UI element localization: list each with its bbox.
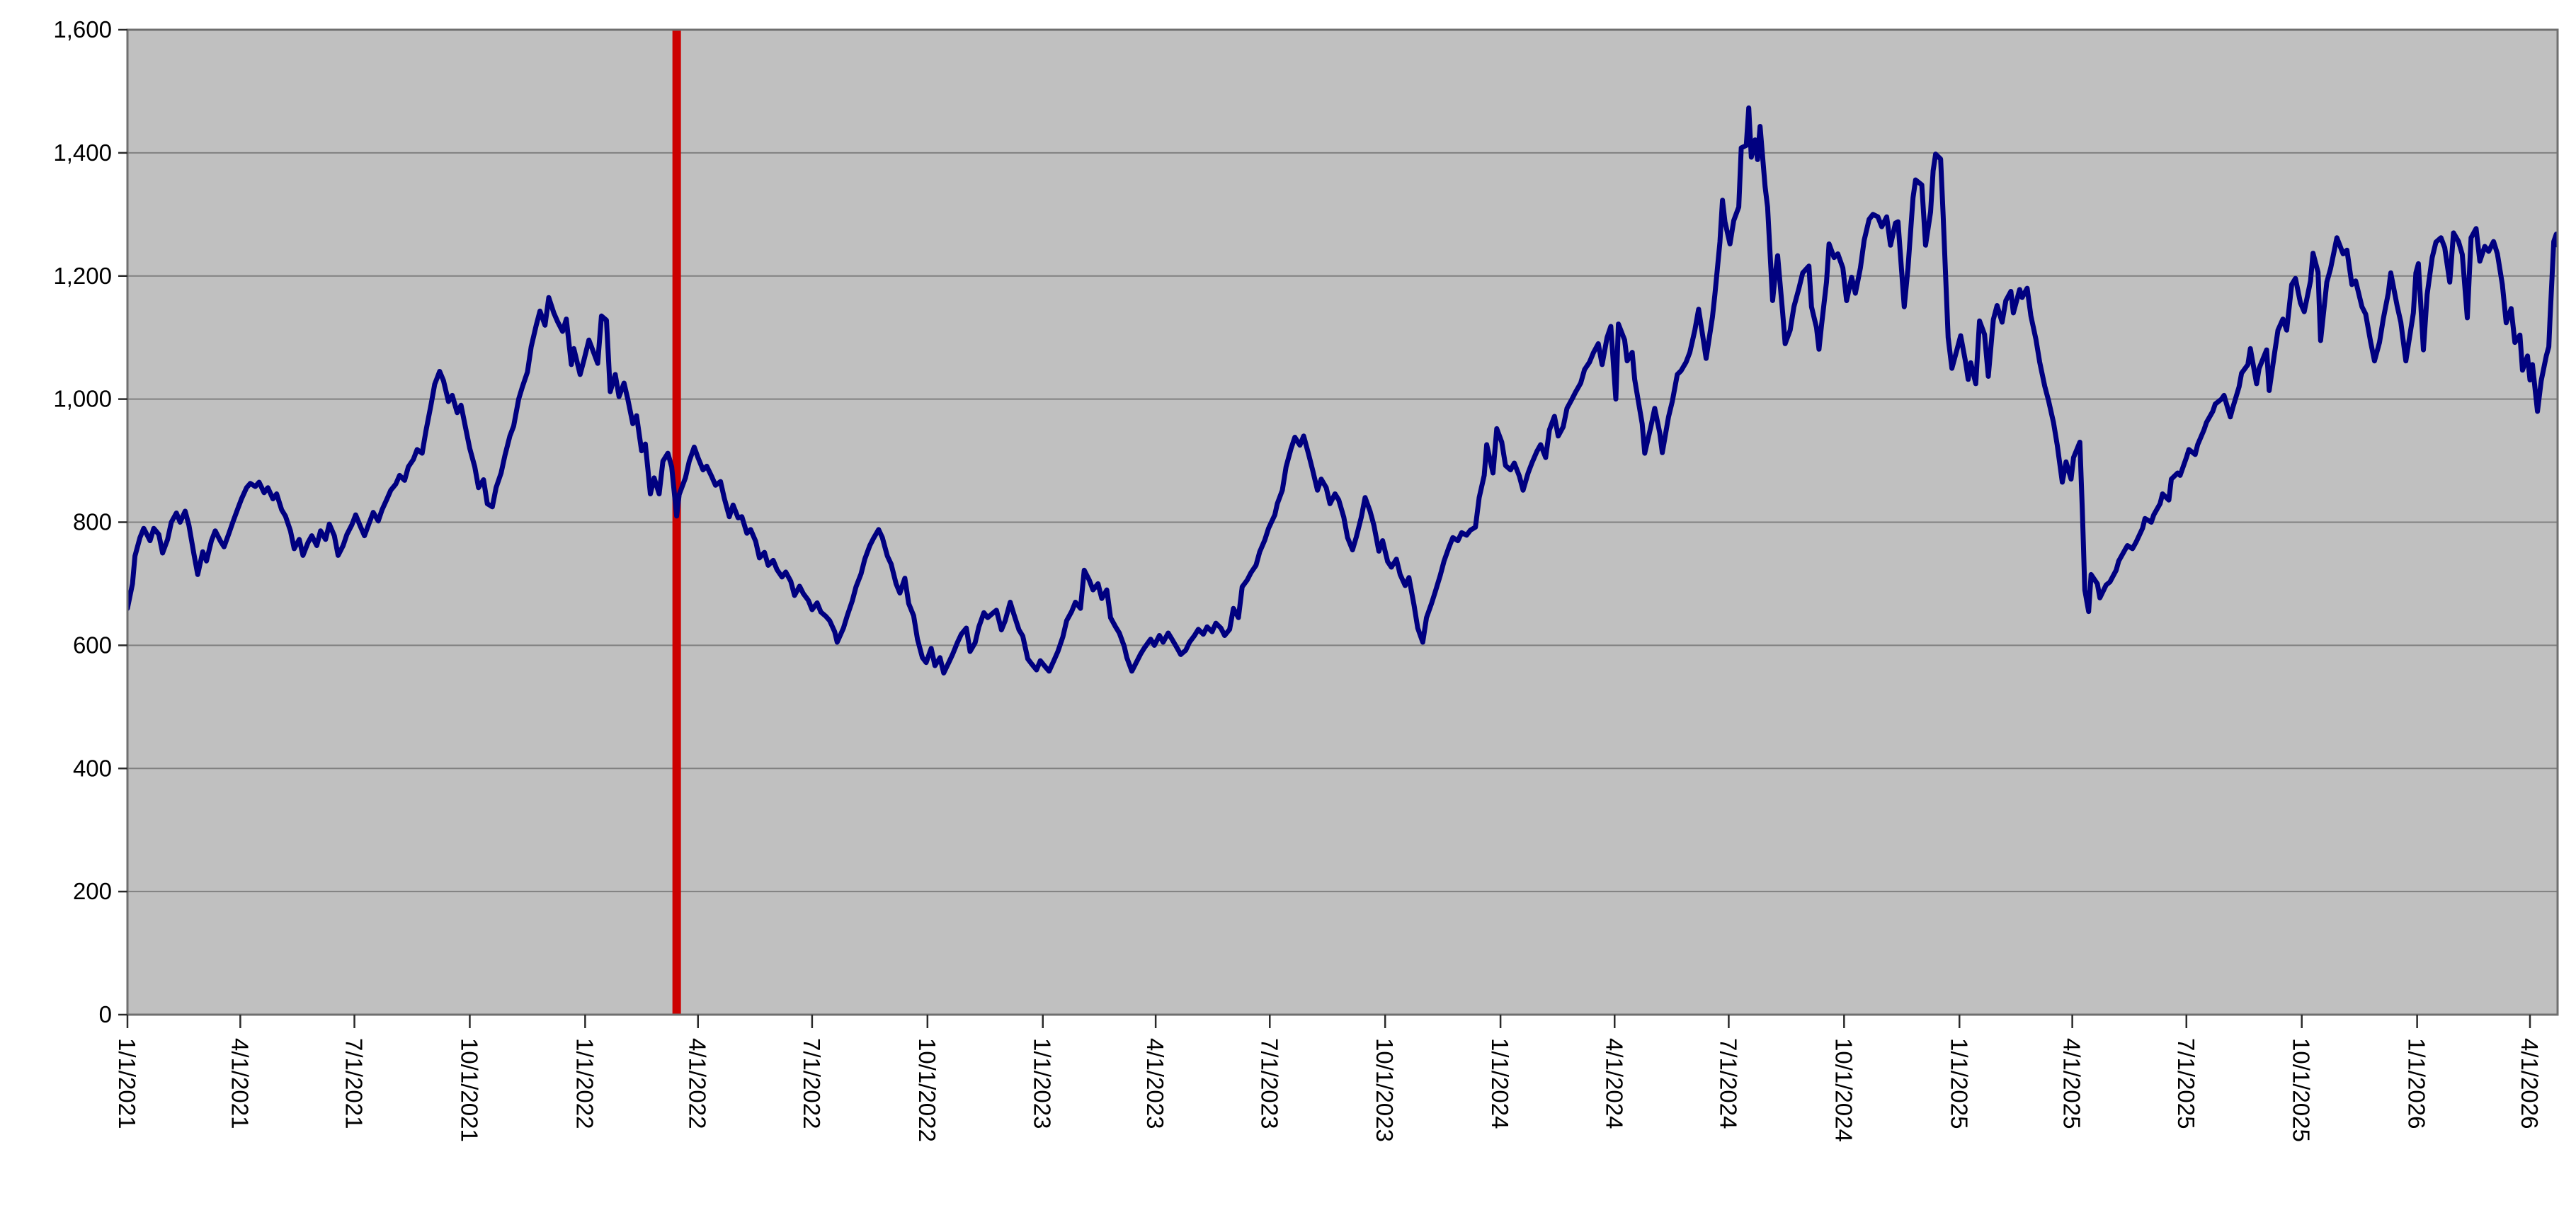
y-axis-label: 200 — [73, 878, 112, 904]
y-axis-ticks — [118, 28, 127, 1016]
y-axis-label: 400 — [73, 755, 112, 781]
x-axis-label: 1/1/2025 — [1946, 1038, 1972, 1129]
x-axis-label: 4/1/2021 — [227, 1038, 253, 1129]
x-axis-label: 1/1/2026 — [2404, 1038, 2430, 1129]
series-group — [127, 105, 2558, 675]
y-axis-label: 0 — [99, 1001, 112, 1027]
x-axis-label: 10/1/2023 — [1372, 1038, 1398, 1142]
price-series-line — [127, 105, 2558, 675]
y-axis-label: 1,600 — [53, 16, 112, 42]
x-axis-label: 1/1/2024 — [1487, 1038, 1513, 1129]
x-axis-label: 4/1/2024 — [1601, 1038, 1627, 1129]
x-axis-label: 10/1/2024 — [1830, 1038, 1857, 1142]
x-axis-label: 1/1/2022 — [571, 1038, 598, 1129]
gridlines — [127, 152, 2558, 893]
y-axis-label: 1,000 — [53, 386, 112, 412]
x-axis-label: 4/1/2025 — [2059, 1038, 2085, 1129]
x-axis-label: 1/1/2021 — [114, 1038, 140, 1129]
y-axis-label: 1,400 — [53, 139, 112, 166]
y-axis-label: 800 — [73, 509, 112, 535]
x-axis-label: 7/1/2021 — [341, 1038, 367, 1129]
x-axis-label: 1/1/2023 — [1030, 1038, 1056, 1129]
x-axis-label: 7/1/2023 — [1256, 1038, 1282, 1129]
y-axis-labels: 0 200 400 600 800 1,000 1,200 1,400 1,600 — [53, 16, 112, 1027]
x-axis-label: 4/1/2026 — [2517, 1038, 2543, 1129]
x-axis-label: 7/1/2024 — [1715, 1038, 1741, 1129]
x-axis-ticks — [126, 1015, 2531, 1028]
x-axis-label: 7/1/2022 — [799, 1038, 825, 1129]
x-axis-label: 10/1/2021 — [456, 1038, 482, 1142]
x-axis-label: 7/1/2025 — [2173, 1038, 2199, 1129]
x-axis-labels: 1/1/2021 4/1/2021 7/1/2021 10/1/2021 1/1/202… — [114, 1038, 2543, 1142]
x-axis-label: 10/1/2022 — [914, 1038, 940, 1142]
y-axis-label: 600 — [73, 632, 112, 658]
x-axis-label: 10/1/2025 — [2289, 1038, 2315, 1142]
x-axis-label: 4/1/2023 — [1142, 1038, 1168, 1129]
y-axis-label: 1,200 — [53, 263, 112, 289]
x-axis-label: 4/1/2022 — [685, 1038, 711, 1129]
